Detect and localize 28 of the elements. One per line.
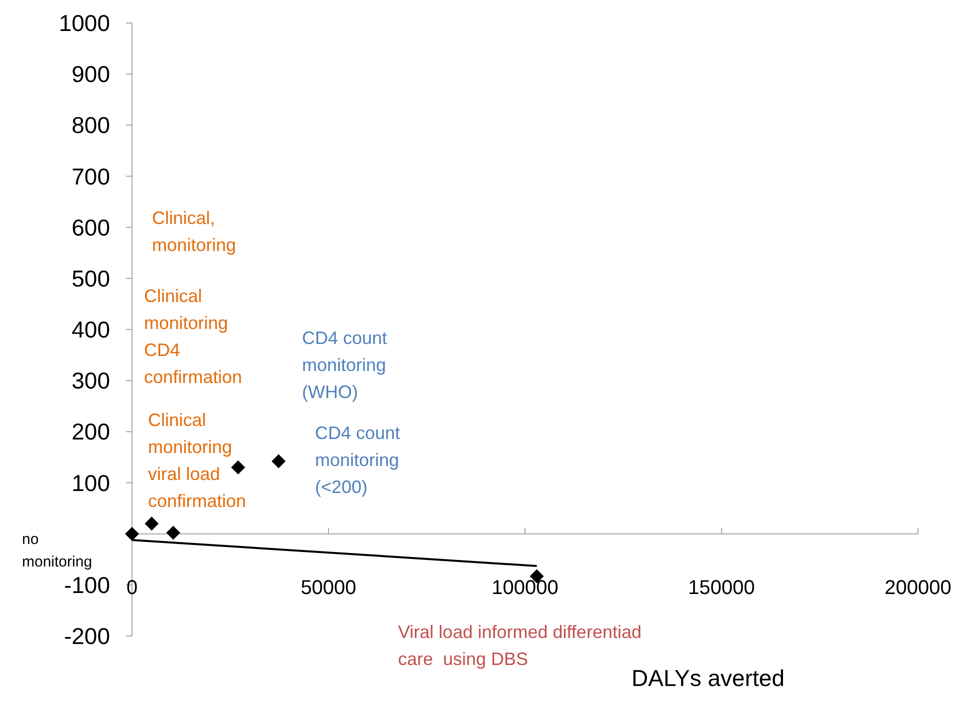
x-tick-label: 50000 [300, 576, 356, 599]
point [272, 454, 286, 468]
y-tick-label: 400 [72, 316, 110, 343]
point [166, 526, 180, 540]
y-tick-label: 1000 [58, 10, 110, 36]
x-tick-label: 100000 [492, 576, 558, 599]
text: no monitoring [22, 531, 92, 570]
annotation: Clinical monitoring viral load confirmation [148, 410, 246, 511]
annotation: CD4 count monitoring (<200) [315, 423, 400, 497]
y-tick-label: 700 [72, 163, 110, 190]
y-tick-label: -100 [64, 572, 110, 598]
point [125, 526, 139, 541]
y-tick-label: 100 [72, 470, 110, 496]
point [231, 460, 246, 474]
y-tick-label: 600 [72, 214, 110, 240]
x-tick-label: 0 [126, 576, 138, 599]
annotation: CD4 count monitoring (WHO) [302, 328, 388, 402]
y-tick-label: 500 [72, 265, 110, 292]
x-tick-label: 200000 [884, 576, 952, 599]
y-tick-label: 800 [72, 112, 110, 138]
y-tick-label: 900 [72, 61, 110, 88]
annotation: Clinical monitoring CD4 confirmation [144, 286, 242, 387]
y-tick-label: 200 [72, 418, 110, 445]
annotation: Clinical, monitoring [152, 208, 236, 255]
x-tick-label: 150000 [688, 576, 755, 599]
point [144, 516, 159, 531]
y-tick-label: -200 [64, 623, 110, 650]
y-tick-label: 300 [72, 368, 110, 394]
